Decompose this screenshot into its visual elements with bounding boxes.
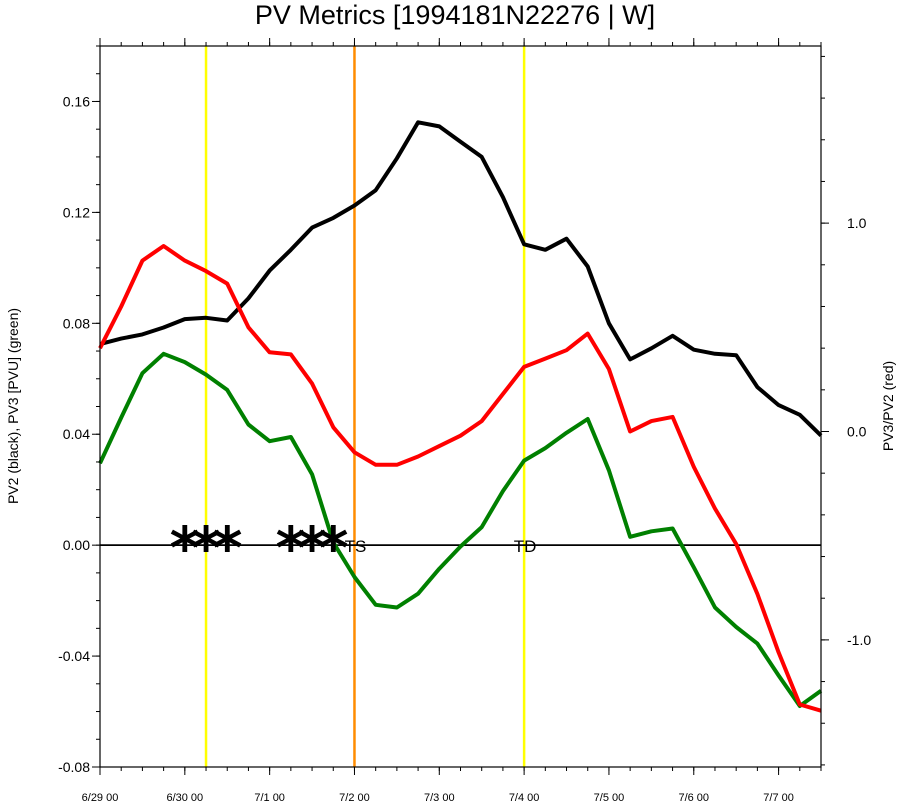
y-tick-label-left: 0.04 bbox=[63, 426, 90, 442]
axis-ticks: 0.16 0.12 0.08 0.04 0.00 -0.04 -0.08 1.0 0.0 -1.0… bbox=[58, 38, 871, 804]
y-tick-label-left: -0.04 bbox=[58, 648, 90, 664]
y-tick-label-right: -1.0 bbox=[847, 632, 871, 648]
stage-annotation-2: TD bbox=[514, 537, 537, 556]
series-line-pv2 bbox=[99, 120, 823, 438]
series-line-pv3 bbox=[98, 351, 823, 708]
x-tick-label: 7/5 00 bbox=[594, 792, 625, 804]
storm-marker-1: * bbox=[170, 514, 200, 582]
x-tick-label: 7/2 00 bbox=[339, 792, 370, 804]
storm-marker-3: * bbox=[212, 514, 242, 582]
y-tick-label-left: 0.16 bbox=[63, 93, 90, 109]
y-tick-label-left: 0.08 bbox=[63, 315, 90, 331]
y-axis-label-left: PV2 (black), PV3 [PVU] (green) bbox=[5, 308, 21, 504]
x-tick-label: 7/1 00 bbox=[254, 792, 285, 804]
storm-marker-2: * bbox=[191, 514, 221, 582]
plot-border bbox=[99, 45, 822, 768]
storm-marker-5: * bbox=[297, 514, 327, 582]
y-tick-label-left: -0.08 bbox=[58, 759, 90, 775]
y-tick-label-left: 0.12 bbox=[63, 204, 90, 220]
series-line-pv3-pv2 bbox=[98, 244, 822, 713]
plot-frame bbox=[99, 45, 822, 768]
stage-annotation-1: TS bbox=[345, 537, 367, 556]
x-tick-label: 6/29 00 bbox=[82, 792, 119, 804]
annotation-group: TS TD bbox=[345, 537, 537, 556]
y-tick-label-right: 0.0 bbox=[847, 424, 867, 440]
chart-title: PV Metrics [1994181N22276 | W] bbox=[255, 0, 655, 30]
x-tick-label: 7/3 00 bbox=[424, 792, 455, 804]
y-tick-label-right: 1.0 bbox=[847, 215, 867, 231]
x-tick-label: 7/4 00 bbox=[509, 792, 540, 804]
y-axis-label-right: PV3/PV2 (red) bbox=[880, 361, 896, 451]
storm-marker-4: * bbox=[276, 514, 306, 582]
series-lines bbox=[98, 120, 823, 713]
x-tick-label: 7/6 00 bbox=[678, 792, 709, 804]
x-tick-label: 6/30 00 bbox=[166, 792, 203, 804]
x-tick-label: 7/7 00 bbox=[763, 792, 794, 804]
marker-group: *** *** bbox=[170, 514, 349, 582]
event-lines bbox=[204, 46, 526, 767]
storm-marker-6: * bbox=[318, 514, 348, 582]
y-tick-label-left: 0.00 bbox=[63, 537, 90, 553]
